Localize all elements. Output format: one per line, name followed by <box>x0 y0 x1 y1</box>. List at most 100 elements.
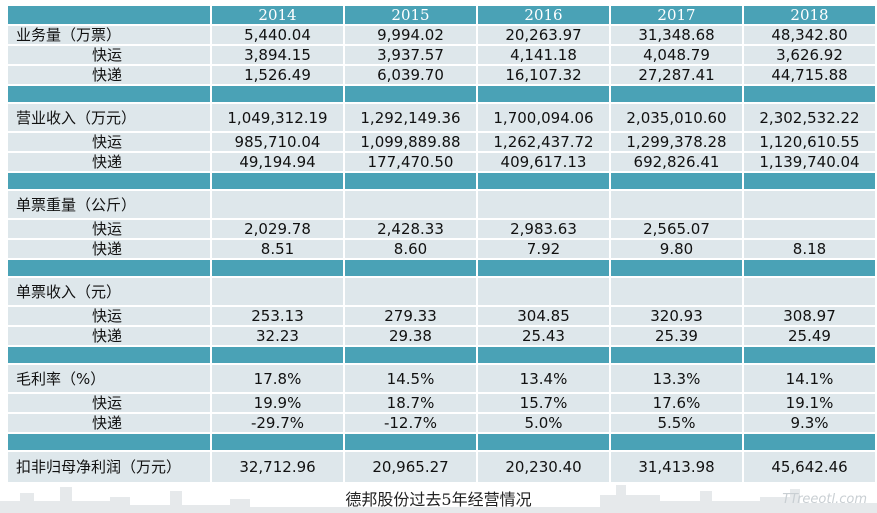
section-label: 营业收入（万元） <box>6 102 212 133</box>
separator-cell <box>343 171 478 191</box>
city-skyline-decoration <box>0 485 877 513</box>
value-cell: 27,287.41 <box>609 64 744 86</box>
separator-cell <box>476 171 611 191</box>
value-cell: 1,299,378.28 <box>609 131 744 153</box>
section-total-cell: 31,348.68 <box>609 24 744 46</box>
value-cell: 25.39 <box>609 325 744 347</box>
separator-cell <box>742 171 877 191</box>
net-profit-cell: 32,712.96 <box>210 450 345 484</box>
net-profit-row: 扣非归母净利润（万元） 32,712.96 20,965.27 20,230.40 31… <box>6 450 877 484</box>
value-cell: -12.7% <box>343 412 478 434</box>
section-total-cell: 9,994.02 <box>343 24 478 46</box>
value-cell: 25.49 <box>742 325 877 347</box>
section-total-cell <box>476 276 611 307</box>
section-total-cell <box>476 189 611 220</box>
value-cell: 9.3% <box>742 412 877 434</box>
watermark: TTreeotl.com <box>782 492 867 507</box>
value-cell: 5.0% <box>476 412 611 434</box>
section-total-cell: 2,302,532.22 <box>742 102 877 133</box>
separator-cell <box>742 84 877 104</box>
separator-cell <box>609 84 744 104</box>
header-row: 2014 2015 2016 2017 2018 <box>6 4 877 26</box>
year-header-cell: 2018 <box>742 4 877 26</box>
section-total-cell: 14.1% <box>742 363 877 394</box>
value-cell <box>742 218 877 240</box>
table-row: 快运 2,029.78 2,428.33 2,983.63 2,565.07 <box>6 218 877 240</box>
value-cell: 1,120,610.55 <box>742 131 877 153</box>
net-profit-label: 扣非归母净利润（万元） <box>6 450 212 484</box>
value-cell: 2,983.63 <box>476 218 611 240</box>
table-caption: 德邦股份过去5年经营情况 <box>345 490 532 509</box>
separator-cell <box>6 258 212 278</box>
separator-cell <box>6 171 212 191</box>
value-cell: 985,710.04 <box>210 131 345 153</box>
section-label: 业务量（万票） <box>6 24 212 46</box>
separator-cell <box>210 171 345 191</box>
separator-cell <box>476 345 611 365</box>
value-cell: 15.7% <box>476 392 611 414</box>
value-cell: 308.97 <box>742 305 877 327</box>
section-total-cell: 1,049,312.19 <box>210 102 345 133</box>
section-total-cell: 17.8% <box>210 363 345 394</box>
value-cell: 253.13 <box>210 305 345 327</box>
value-cell: 3,626.92 <box>742 44 877 66</box>
separator-cell <box>742 345 877 365</box>
section-total-cell: 1,292,149.36 <box>343 102 478 133</box>
section-total-cell <box>742 276 877 307</box>
value-cell: 16,107.32 <box>476 64 611 86</box>
section-total-cell <box>343 189 478 220</box>
value-cell: 2,565.07 <box>609 218 744 240</box>
year-header-cell: 2017 <box>609 4 744 26</box>
net-profit-cell: 31,413.98 <box>609 450 744 484</box>
section-title-row: 单票重量（公斤） <box>6 189 877 220</box>
separator-cell <box>476 84 611 104</box>
value-cell: 17.6% <box>609 392 744 414</box>
section-total-cell: 14.5% <box>343 363 478 394</box>
separator-cell <box>210 345 345 365</box>
separator-cell <box>343 432 478 452</box>
year-header-cell: 2015 <box>343 4 478 26</box>
section-total-cell <box>210 276 345 307</box>
table-row: 快递 -29.7% -12.7% 5.0% 5.5% 9.3% <box>6 412 877 434</box>
row-label: 快运 <box>6 392 212 414</box>
value-cell: 2,428.33 <box>343 218 478 240</box>
value-cell: 1,262,437.72 <box>476 131 611 153</box>
value-cell: 49,194.94 <box>210 151 345 173</box>
separator-cell <box>343 345 478 365</box>
year-header-cell: 2016 <box>476 4 611 26</box>
value-cell: 25.43 <box>476 325 611 347</box>
value-cell: 3,894.15 <box>210 44 345 66</box>
value-cell: 18.7% <box>343 392 478 414</box>
value-cell: 1,099,889.88 <box>343 131 478 153</box>
value-cell: 177,470.50 <box>343 151 478 173</box>
value-cell: 1,526.49 <box>210 64 345 86</box>
value-cell: 4,141.18 <box>476 44 611 66</box>
separator-cell <box>476 432 611 452</box>
value-cell: 692,826.41 <box>609 151 744 173</box>
separator-row <box>6 432 877 452</box>
section-label: 单票重量（公斤） <box>6 189 212 220</box>
section-total-cell: 2,035,010.60 <box>609 102 744 133</box>
table-row: 快运 3,894.15 3,937.57 4,141.18 4,048.79 3,626.… <box>6 44 877 66</box>
value-cell: 8.60 <box>343 238 478 260</box>
separator-cell <box>210 432 345 452</box>
table-row: 快递 32.23 29.38 25.43 25.39 25.49 <box>6 325 877 347</box>
value-cell: 4,048.79 <box>609 44 744 66</box>
value-cell: 32.23 <box>210 325 345 347</box>
section-total-cell <box>609 276 744 307</box>
section-title-row: 单票收入（元） <box>6 276 877 307</box>
table-row: 快递 8.51 8.60 7.92 9.80 8.18 <box>6 238 877 260</box>
net-profit-cell: 20,965.27 <box>343 450 478 484</box>
table-row: 快递 1,526.49 6,039.70 16,107.32 27,287.41 44,7… <box>6 64 877 86</box>
row-label: 快递 <box>6 64 212 86</box>
separator-cell <box>343 258 478 278</box>
row-label: 快递 <box>6 238 212 260</box>
value-cell: 1,139,740.04 <box>742 151 877 173</box>
value-cell: 279.33 <box>343 305 478 327</box>
value-cell: 29.38 <box>343 325 478 347</box>
section-total-cell <box>609 189 744 220</box>
value-cell: 3,937.57 <box>343 44 478 66</box>
row-label: 快运 <box>6 44 212 66</box>
row-label: 快递 <box>6 412 212 434</box>
value-cell: 7.92 <box>476 238 611 260</box>
